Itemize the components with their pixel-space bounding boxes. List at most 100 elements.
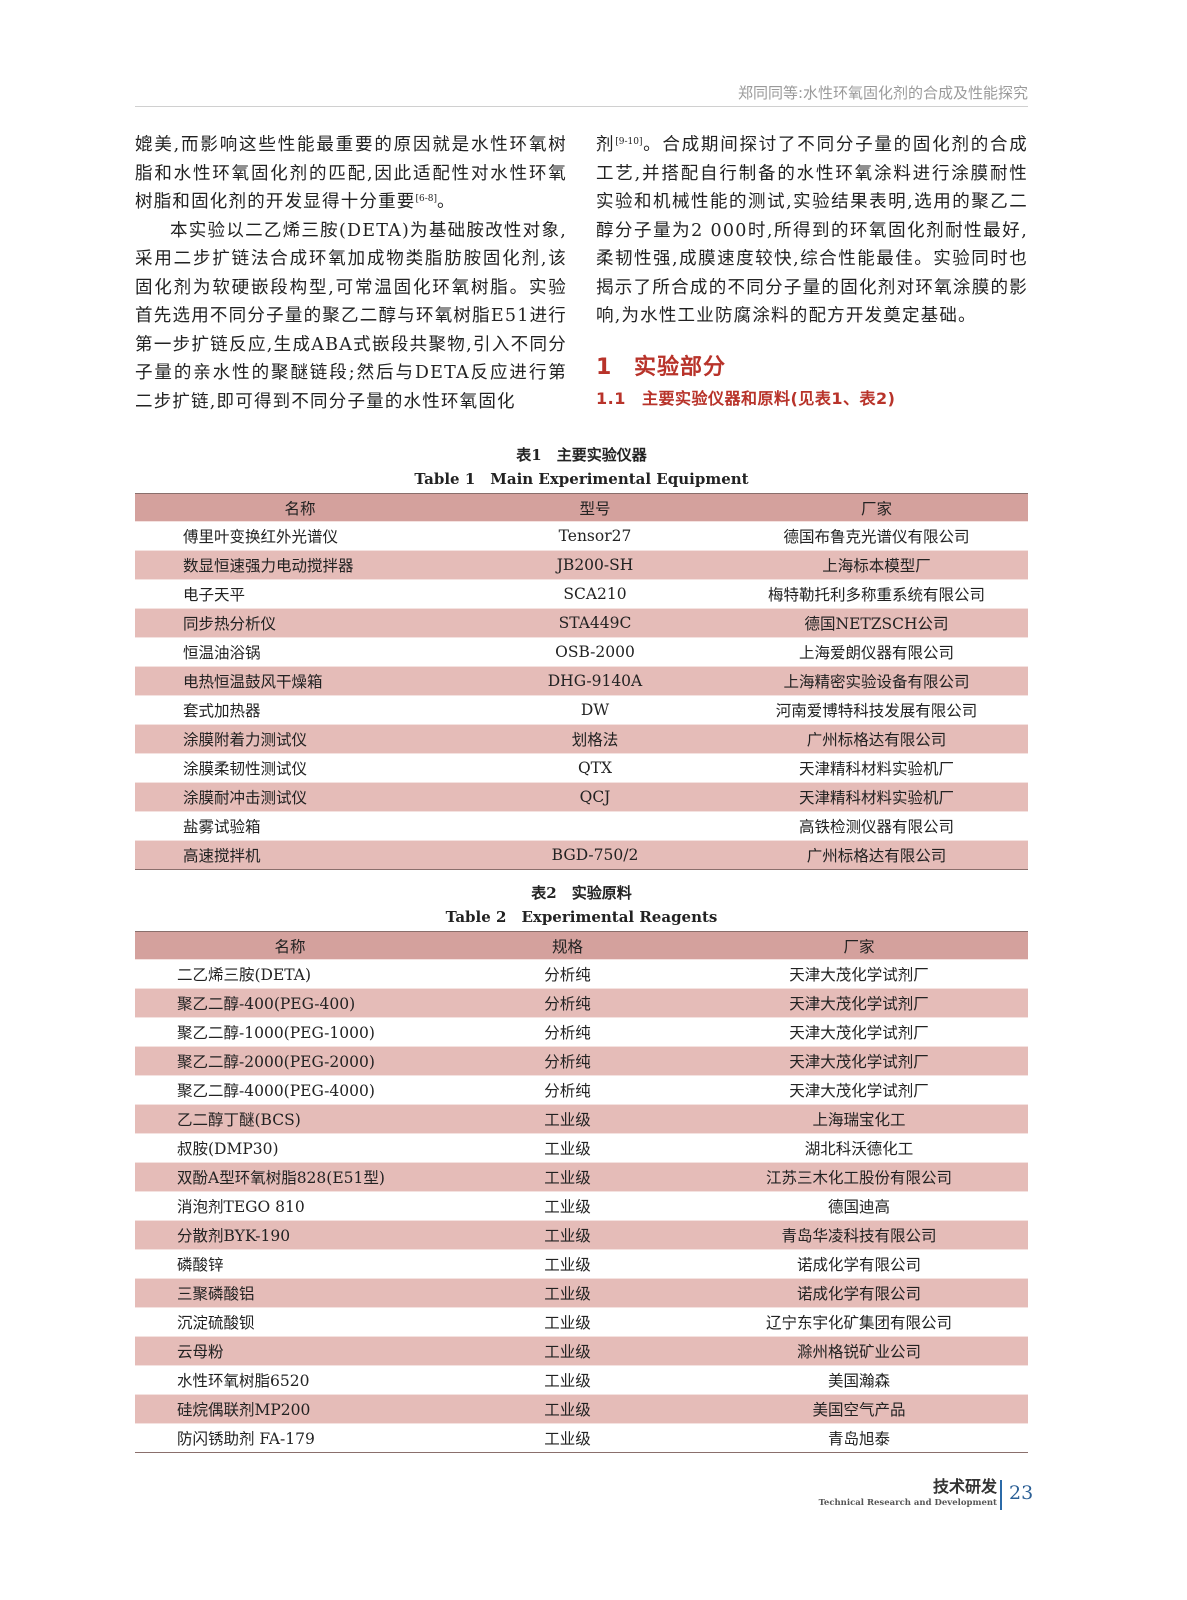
text: 媲美,而影响这些性能最重要的原因就是水性环氧树脂和水性环氧固化剂的匹配,因此适配…	[135, 135, 567, 212]
caption-en: Table 2 Experimental Reagents	[445, 908, 718, 926]
maker-cell: 上海精密实验设备有限公司	[725, 666, 1028, 696]
footer-divider	[1000, 1480, 1002, 1510]
table-row: 涂膜耐冲击测试仪 QCJ 天津精科材料实验机厂	[135, 782, 1028, 812]
name-cell: 聚乙二醇-4000(PEG-4000)	[135, 1075, 445, 1105]
name-cell: 盐雾试验箱	[135, 811, 465, 841]
spec-cell: 分析纯	[445, 1017, 690, 1047]
maker-cell: 高铁检测仪器有限公司	[725, 811, 1028, 841]
paragraph: 剂[9-10]。合成期间探讨了不同分子量的固化剂的合成工艺,并搭配自行制备的水性…	[596, 131, 1028, 331]
name-cell: 电热恒温鼓风干燥箱	[135, 666, 465, 696]
table-row: 聚乙二醇-4000(PEG-4000) 分析纯 天津大茂化学试剂厂	[135, 1075, 1028, 1105]
maker-cell: 青岛华凌科技有限公司	[690, 1220, 1028, 1250]
column-header: 型号	[465, 493, 725, 522]
name-cell: 同步热分析仪	[135, 608, 465, 638]
spec-cell: DHG-9140A	[465, 666, 725, 696]
name-cell: 防闪锈助剂 FA-179	[135, 1423, 445, 1453]
maker-cell: 德国迪高	[690, 1191, 1028, 1221]
spec-cell: QTX	[465, 753, 725, 783]
spec-cell: 工业级	[445, 1394, 690, 1424]
column-header: 规格	[445, 931, 690, 960]
spec-cell: STA449C	[465, 608, 725, 638]
name-cell: 电子天平	[135, 579, 465, 609]
name-cell: 叔胺(DMP30)	[135, 1133, 445, 1163]
text: 。合成期间探讨了不同分子量的固化剂的合成工艺,并搭配自行制备的水性环氧涂料进行涂…	[596, 135, 1029, 326]
name-cell: 聚乙二醇-400(PEG-400)	[135, 988, 445, 1018]
spec-cell: JB200-SH	[465, 550, 725, 580]
maker-cell: 广州标格达有限公司	[725, 840, 1028, 870]
maker-cell: 广州标格达有限公司	[725, 724, 1028, 754]
table-row: 双酚A型环氧树脂828(E51型) 工业级 江苏三木化工股份有限公司	[135, 1162, 1028, 1192]
maker-cell: 美国空气产品	[690, 1394, 1028, 1424]
footer-section-cn: 技术研发	[932, 1477, 997, 1496]
caption-cn: 表2 实验原料	[531, 884, 632, 902]
maker-cell: 江苏三木化工股份有限公司	[690, 1162, 1028, 1192]
maker-cell: 天津大茂化学试剂厂	[690, 959, 1028, 989]
table-row: 水性环氧树脂6520 工业级 美国瀚森	[135, 1365, 1028, 1395]
table-row: 电热恒温鼓风干燥箱 DHG-9140A 上海精密实验设备有限公司	[135, 666, 1028, 696]
maker-cell: 天津大茂化学试剂厂	[690, 988, 1028, 1018]
name-cell: 恒温油浴锅	[135, 637, 465, 667]
spec-cell: 分析纯	[445, 959, 690, 989]
paragraph: 本实验以二乙烯三胺(DETA)为基础胺改性对象,采用二步扩链法合成环氧加成物类脂…	[135, 220, 567, 412]
name-cell: 涂膜耐冲击测试仪	[135, 782, 465, 812]
spec-cell: SCA210	[465, 579, 725, 609]
maker-cell: 上海瑞宝化工	[690, 1104, 1028, 1134]
column-header: 厂家	[725, 493, 1028, 522]
table-row: 数显恒速强力电动搅拌器 JB200-SH 上海标本模型厂	[135, 550, 1028, 580]
name-cell: 消泡剂TEGO 810	[135, 1191, 445, 1221]
text: 。	[437, 192, 456, 212]
table-row: 叔胺(DMP30) 工业级 湖北科沃德化工	[135, 1133, 1028, 1163]
name-cell: 三聚磷酸铝	[135, 1278, 445, 1308]
name-cell: 傅里叶变换红外光谱仪	[135, 521, 465, 551]
table-row: 聚乙二醇-1000(PEG-1000) 分析纯 天津大茂化学试剂厂	[135, 1017, 1028, 1047]
table-row: 高速搅拌机 BGD-750/2 广州标格达有限公司	[135, 840, 1028, 870]
spec-cell: 分析纯	[445, 1046, 690, 1076]
table-row: 乙二醇丁醚(BCS) 工业级 上海瑞宝化工	[135, 1104, 1028, 1134]
maker-cell: 青岛旭泰	[690, 1423, 1028, 1453]
maker-cell: 天津大茂化学试剂厂	[690, 1075, 1028, 1105]
name-cell: 二乙烯三胺(DETA)	[135, 959, 445, 989]
footer-section-en: Technical Research and Development	[818, 1498, 997, 1508]
maker-cell: 辽宁东宇化矿集团有限公司	[690, 1307, 1028, 1337]
table-row: 涂膜附着力测试仪 划格法 广州标格达有限公司	[135, 724, 1028, 754]
spec-cell: 划格法	[465, 724, 725, 754]
spec-cell: 工业级	[445, 1307, 690, 1337]
maker-cell: 天津大茂化学试剂厂	[690, 1017, 1028, 1047]
spec-cell: Tensor27	[465, 521, 725, 551]
name-cell: 乙二醇丁醚(BCS)	[135, 1104, 445, 1134]
table-row: 分散剂BYK-190 工业级 青岛华凌科技有限公司	[135, 1220, 1028, 1250]
name-cell: 沉淀硫酸钡	[135, 1307, 445, 1337]
maker-cell: 天津精科材料实验机厂	[725, 782, 1028, 812]
table-row: 电子天平 SCA210 梅特勒托利多称重系统有限公司	[135, 579, 1028, 609]
table-row: 消泡剂TEGO 810 工业级 德国迪高	[135, 1191, 1028, 1221]
name-cell: 水性环氧树脂6520	[135, 1365, 445, 1395]
paragraph: 媲美,而影响这些性能最重要的原因就是水性环氧树脂和水性环氧固化剂的匹配,因此适配…	[135, 131, 567, 217]
spec-cell: 工业级	[445, 1104, 690, 1134]
maker-cell: 德国NETZSCH公司	[725, 608, 1028, 638]
spec-cell: 工业级	[445, 1423, 690, 1453]
maker-cell: 上海爱朗仪器有限公司	[725, 637, 1028, 667]
name-cell: 涂膜附着力测试仪	[135, 724, 465, 754]
table-row: 聚乙二醇-2000(PEG-2000) 分析纯 天津大茂化学试剂厂	[135, 1046, 1028, 1076]
running-header: 郑同同等:水性环氧固化剂的合成及性能探究	[135, 82, 1028, 107]
page-number: 23	[1009, 1482, 1034, 1504]
table2-caption: 表2 实验原料 Table 2 Experimental Reagents	[135, 881, 1028, 929]
text: 剂	[596, 135, 616, 155]
citation: [6-8]	[415, 194, 438, 204]
spec-cell: OSB-2000	[465, 637, 725, 667]
maker-cell: 上海标本模型厂	[725, 550, 1028, 580]
right-column: 剂[9-10]。合成期间探讨了不同分子量的固化剂的合成工艺,并搭配自行制备的水性…	[596, 131, 1028, 413]
column-header: 厂家	[690, 931, 1028, 960]
table-row: 傅里叶变换红外光谱仪 Tensor27 德国布鲁克光谱仪有限公司	[135, 521, 1028, 551]
spec-cell: 工业级	[445, 1220, 690, 1250]
table-row: 云母粉 工业级 滁州格锐矿业公司	[135, 1336, 1028, 1366]
caption-cn: 表1 主要实验仪器	[516, 446, 647, 464]
spec-cell: 分析纯	[445, 1075, 690, 1105]
name-cell: 分散剂BYK-190	[135, 1220, 445, 1250]
table-row: 二乙烯三胺(DETA) 分析纯 天津大茂化学试剂厂	[135, 959, 1028, 989]
name-cell: 磷酸锌	[135, 1249, 445, 1279]
column-header: 名称	[135, 493, 465, 522]
table-row: 三聚磷酸铝 工业级 诺成化学有限公司	[135, 1278, 1028, 1308]
spec-cell: 工业级	[445, 1336, 690, 1366]
table-row: 套式加热器 DW 河南爱博特科技发展有限公司	[135, 695, 1028, 725]
